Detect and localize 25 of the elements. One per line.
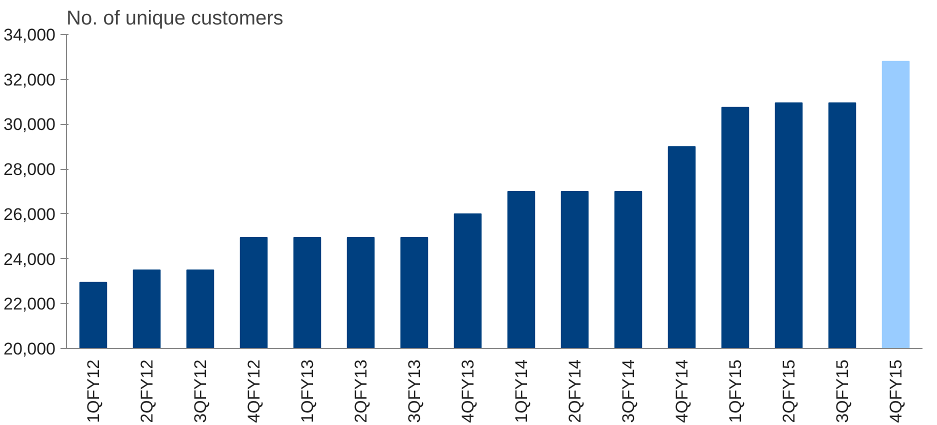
y-tick-label: 24,000 bbox=[4, 250, 56, 269]
x-tick-label: 1QFY14 bbox=[512, 360, 531, 423]
x-tick-label: 1QFY13 bbox=[298, 360, 317, 423]
y-tick-label: 34,000 bbox=[4, 26, 56, 44]
y-tick-label: 32,000 bbox=[4, 70, 56, 90]
x-tick-label: 4QFY13 bbox=[458, 360, 478, 423]
x-tick-label: 2QFY14 bbox=[565, 360, 584, 423]
y-tick-label: 30,000 bbox=[4, 115, 56, 134]
y-tick-label: 20,000 bbox=[4, 340, 56, 358]
y-tick-label: 28,000 bbox=[4, 160, 56, 180]
y-tick-label: 22,000 bbox=[4, 294, 56, 314]
x-tick-label: 3QFY14 bbox=[618, 360, 638, 423]
y-tick-label: 26,000 bbox=[4, 204, 56, 224]
x-tick-label: 3QFY12 bbox=[190, 360, 210, 423]
x-tick-label: 1QFY15 bbox=[726, 360, 745, 423]
x-tick-label: 4QFY15 bbox=[886, 360, 906, 423]
x-tick-label: 2QFY12 bbox=[137, 360, 156, 423]
x-tick-label: 1QFY12 bbox=[84, 360, 103, 423]
x-tick-label: 3QFY13 bbox=[404, 360, 424, 423]
chart-title: No. of unique customers bbox=[66, 8, 284, 30]
x-tick-label: 2QFY15 bbox=[779, 360, 798, 423]
x-tick-label: 2QFY13 bbox=[351, 360, 370, 423]
x-tick-label: 4QFY12 bbox=[244, 360, 264, 423]
x-tick-label: 3QFY15 bbox=[832, 360, 852, 423]
x-tick-label: 4QFY14 bbox=[672, 360, 692, 423]
